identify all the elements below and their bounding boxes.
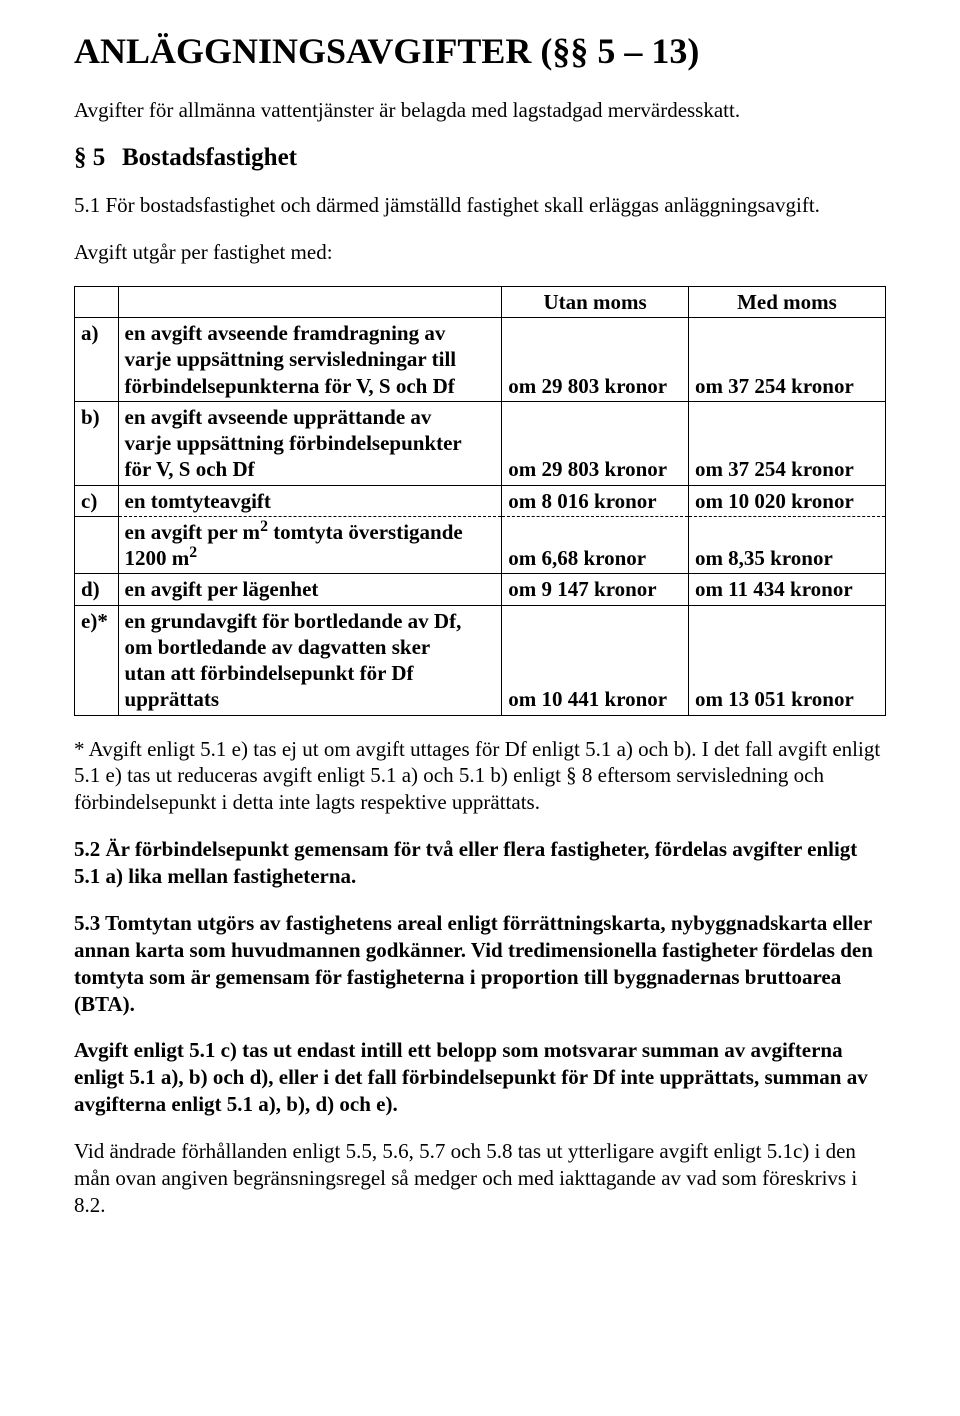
table-row: en avgift per m2 tomtyta överstigande 12… xyxy=(75,516,886,574)
table-cell-value: om 29 803 kronor xyxy=(502,401,689,485)
section-5-heading: § 5 Bostadsfastighet xyxy=(74,144,886,172)
cell-line: en avgift avseende framdragning av xyxy=(125,321,446,345)
superscript: 2 xyxy=(260,518,268,535)
table-cell-value: om 37 254 kronor xyxy=(688,318,885,402)
table-cell-key: b) xyxy=(75,401,119,485)
table-header-col4: Med moms xyxy=(688,286,885,317)
cell-line: förbindelsepunkterna för V, S och Df xyxy=(125,374,455,398)
cell-line: tomtyta överstigande xyxy=(268,520,463,544)
table-row: c) en tomtyteavgift om 8 016 kronor om 1… xyxy=(75,485,886,516)
table-cell-key: e)* xyxy=(75,605,119,715)
table-cell-empty xyxy=(75,516,119,574)
section-title: Bostadsfastighet xyxy=(122,144,297,172)
cell-line: varje uppsättning servisledningar till xyxy=(125,347,457,371)
table-header-empty xyxy=(75,286,119,317)
table-cell-value: om 8 016 kronor xyxy=(502,485,689,516)
intro-paragraph: Avgifter för allmänna vattentjänster är … xyxy=(74,97,886,124)
cell-line: en grundavgift för bortledande av Df, xyxy=(125,609,462,633)
table-cell-value: om 10 441 kronor xyxy=(502,605,689,715)
table-header-col3: Utan moms xyxy=(502,286,689,317)
table-cell-desc: en avgift avseende upprättande av varje … xyxy=(118,401,502,485)
cell-line: utan att förbindelsepunkt för Df xyxy=(125,661,414,685)
paragraph-last: Vid ändrade förhållanden enligt 5.5, 5.6… xyxy=(74,1138,886,1219)
table-header-row: Utan moms Med moms xyxy=(75,286,886,317)
footnote-paragraph: * Avgift enligt 5.1 e) tas ej ut om avgi… xyxy=(74,736,886,817)
table-cell-value: om 37 254 kronor xyxy=(688,401,885,485)
cell-line: en avgift avseende upprättande av xyxy=(125,405,432,429)
table-cell-desc: en avgift avseende framdragning av varje… xyxy=(118,318,502,402)
cell-line: upprättats xyxy=(125,687,220,711)
cell-line: för V, S och Df xyxy=(125,457,255,481)
table-cell-desc: en avgift per m2 tomtyta överstigande 12… xyxy=(118,516,502,574)
table-row: b) en avgift avseende upprättande av var… xyxy=(75,401,886,485)
cell-line: 1200 m xyxy=(125,546,190,570)
cell-line: varje uppsättning förbindelsepunkter xyxy=(125,431,462,455)
table-lead-text: Avgift utgår per fastighet med: xyxy=(74,239,886,266)
cell-line: om bortledande av dagvatten sker xyxy=(125,635,431,659)
table-cell-desc: en avgift per lägenhet xyxy=(118,574,502,605)
table-cell-value: om 8,35 kronor xyxy=(688,516,885,574)
document-page: ANLÄGGNINGSAVGIFTER (§§ 5 – 13) Avgifter… xyxy=(0,0,960,1416)
table-cell-value: om 9 147 kronor xyxy=(502,574,689,605)
table-cell-value: om 6,68 kronor xyxy=(502,516,689,574)
table-cell-value: om 10 020 kronor xyxy=(688,485,885,516)
section-number: § 5 xyxy=(74,144,122,172)
table-header-empty xyxy=(118,286,502,317)
table-cell-key: a) xyxy=(75,318,119,402)
page-title: ANLÄGGNINGSAVGIFTER (§§ 5 – 13) xyxy=(74,30,886,73)
table-cell-value: om 29 803 kronor xyxy=(502,318,689,402)
table-row: d) en avgift per lägenhet om 9 147 krono… xyxy=(75,574,886,605)
cell-line: en avgift per m xyxy=(125,520,261,544)
paragraph-5-3: 5.3 Tomtytan utgörs av fastighetens area… xyxy=(74,910,886,1018)
table-row: e)* en grundavgift för bortledande av Df… xyxy=(75,605,886,715)
table-row: a) en avgift avseende framdragning av va… xyxy=(75,318,886,402)
table-cell-desc: en grundavgift för bortledande av Df, om… xyxy=(118,605,502,715)
table-cell-desc: en tomtyteavgift xyxy=(118,485,502,516)
fee-table: Utan moms Med moms a) en avgift avseende… xyxy=(74,286,886,716)
paragraph-5-1c: Avgift enligt 5.1 c) tas ut endast intil… xyxy=(74,1037,886,1118)
paragraph-5-2: 5.2 Är förbindelsepunkt gemensam för två… xyxy=(74,836,886,890)
table-cell-value: om 11 434 kronor xyxy=(688,574,885,605)
superscript: 2 xyxy=(189,544,197,561)
table-cell-key: d) xyxy=(75,574,119,605)
paragraph-5-1: 5.1 För bostadsfastighet och därmed jäms… xyxy=(74,192,886,219)
table-cell-value: om 13 051 kronor xyxy=(688,605,885,715)
table-cell-key: c) xyxy=(75,485,119,516)
